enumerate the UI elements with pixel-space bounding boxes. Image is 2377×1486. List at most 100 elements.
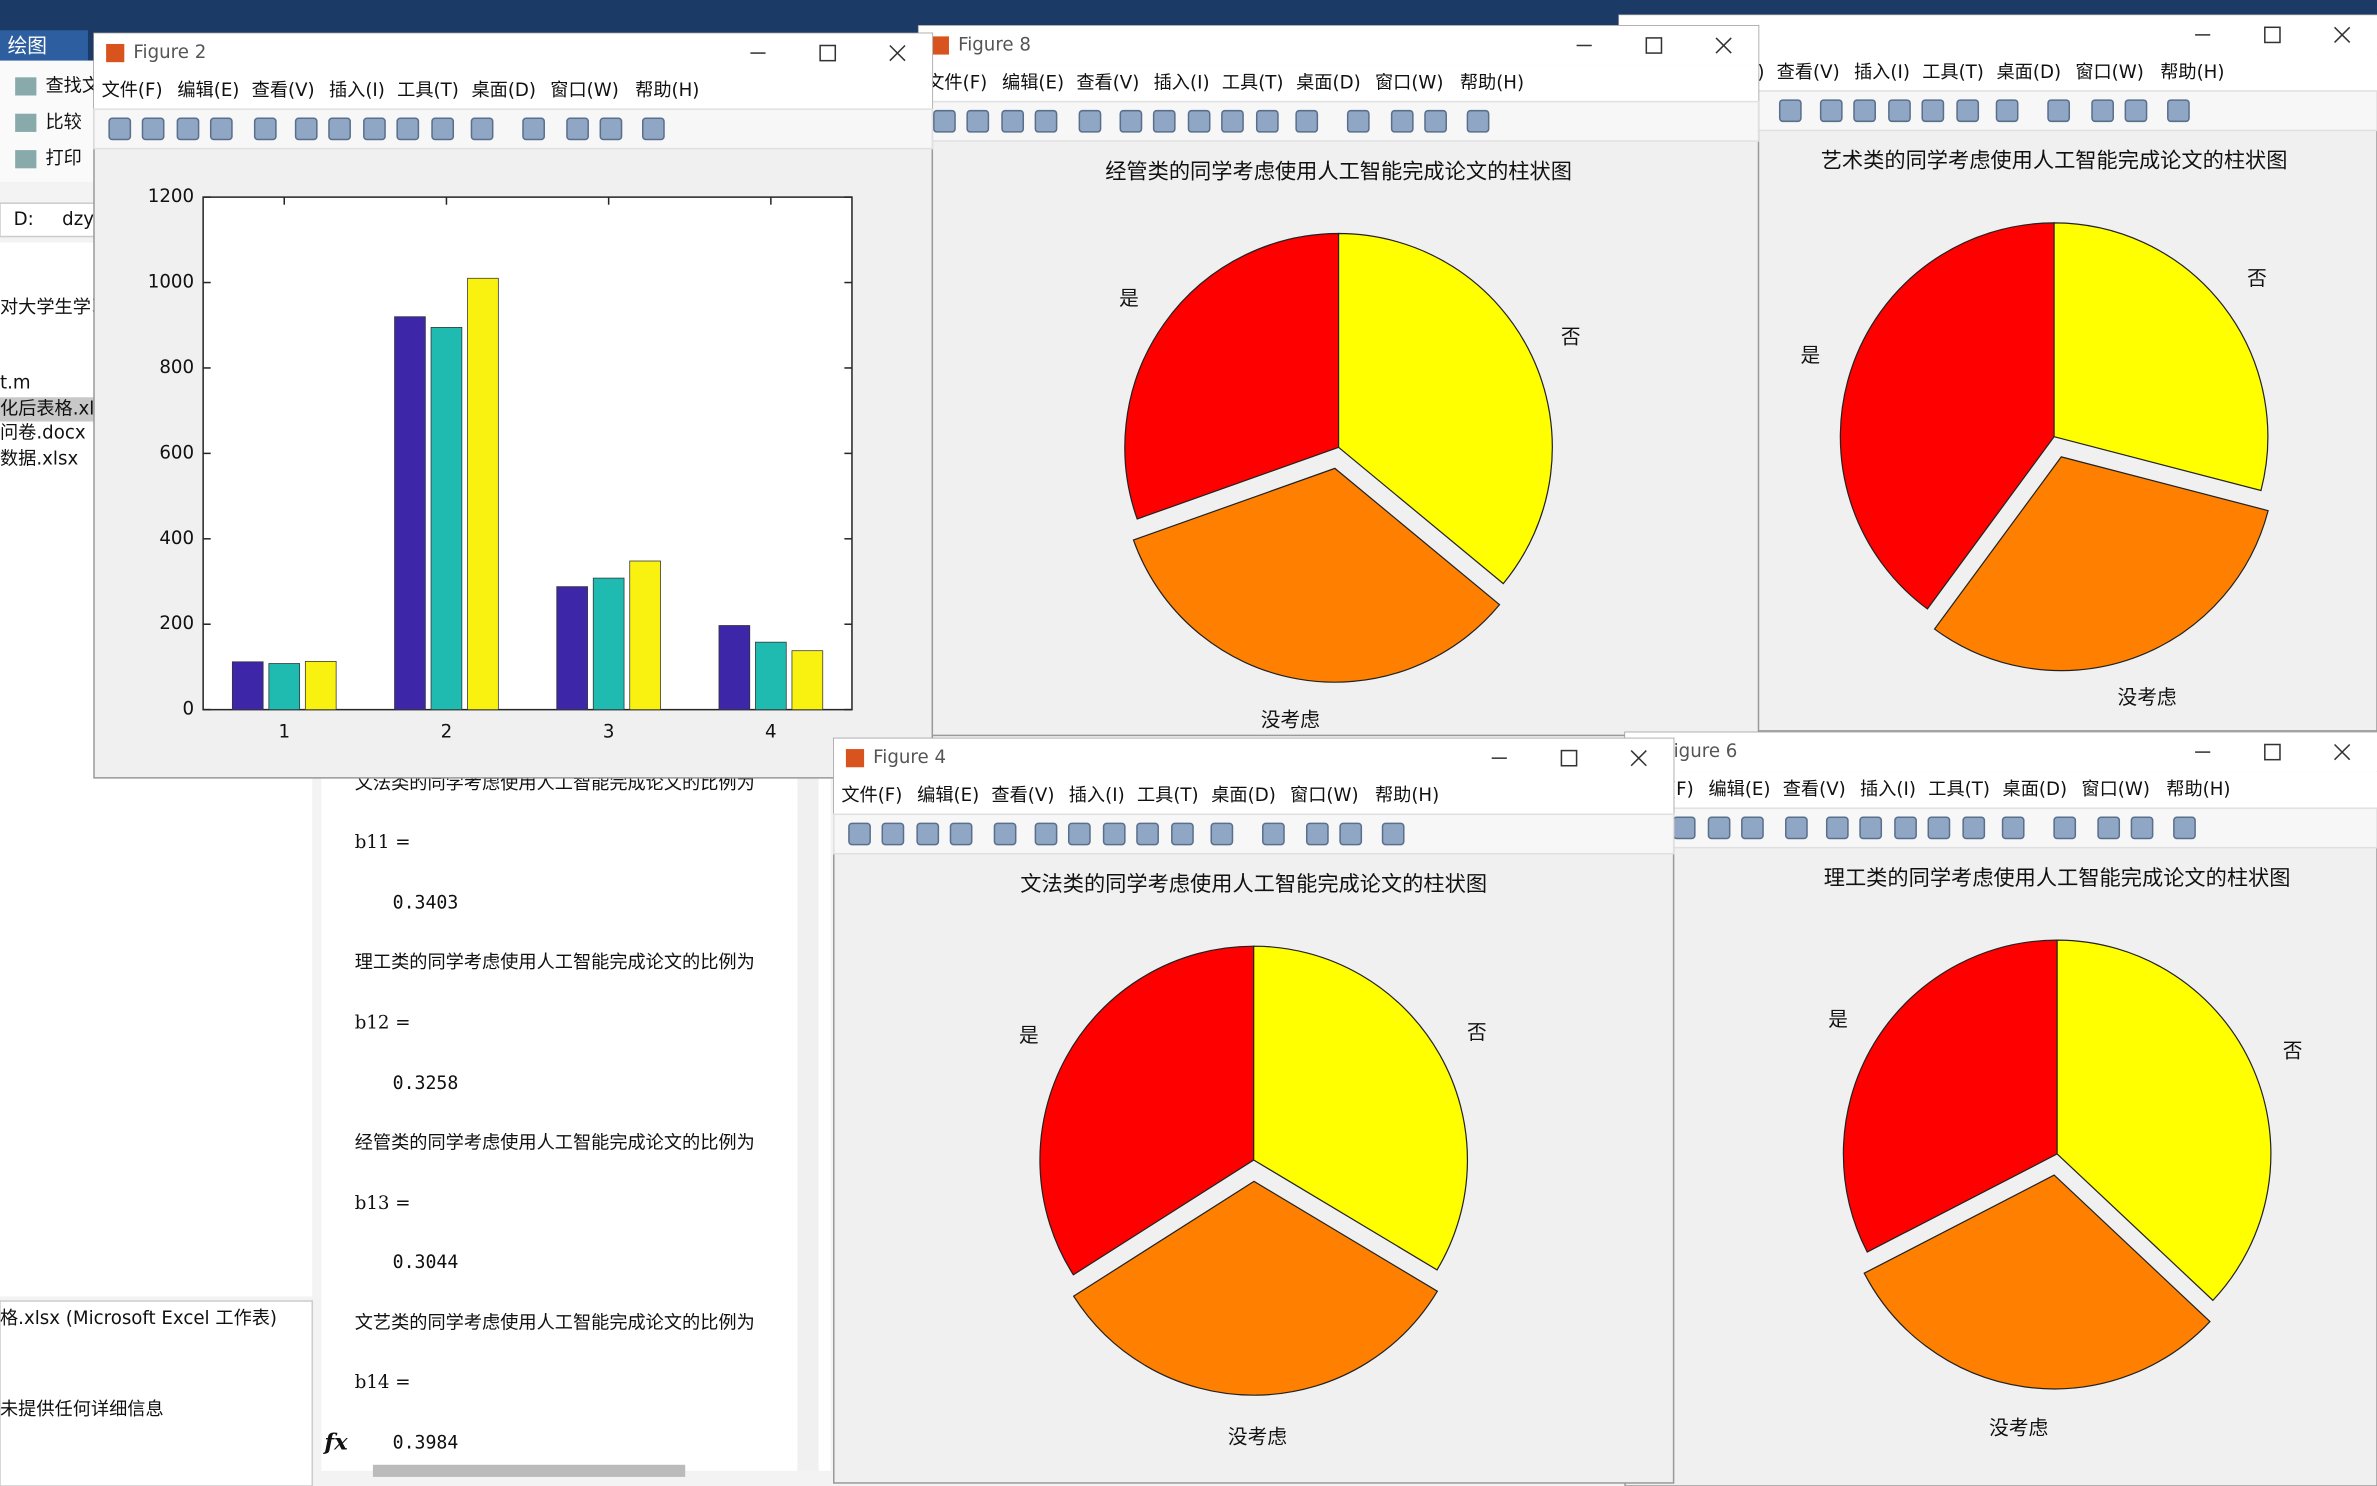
menu-item[interactable]: 插入(I) — [1154, 72, 1210, 93]
toolbar-button[interactable] — [1210, 822, 1234, 846]
menu-item[interactable]: 工具(T) — [1922, 62, 1984, 83]
menu-item[interactable]: 查看(V) — [252, 80, 315, 101]
file[interactable]: t.m — [0, 373, 31, 394]
toolbar-button[interactable] — [1262, 822, 1285, 846]
toolbar-button[interactable] — [1785, 816, 1808, 840]
menu-item[interactable]: 帮助(H) — [1375, 785, 1439, 806]
toolbar-button[interactable] — [1346, 109, 1370, 133]
menu-item[interactable]: 帮助(H) — [2166, 779, 2230, 800]
toolbar-button[interactable] — [1339, 822, 1363, 846]
toolbar-button[interactable] — [108, 117, 132, 141]
menu-item[interactable]: 窗口(W) — [2075, 62, 2144, 83]
toolbar-button[interactable] — [1853, 99, 1876, 123]
toolbar-button[interactable] — [993, 822, 1017, 846]
maximize-button[interactable] — [1645, 37, 1663, 54]
menu-item[interactable]: 编辑(E) — [1708, 779, 1770, 800]
menu-item[interactable]: 编辑(E) — [917, 785, 979, 806]
menu-item[interactable]: 桌面(D) — [1996, 62, 2061, 83]
toolbar-button[interactable] — [2053, 816, 2077, 840]
toolbar-button[interactable] — [363, 117, 386, 141]
toolbar-button[interactable] — [1424, 109, 1447, 133]
menu-item[interactable]: 帮助(H) — [2160, 62, 2224, 83]
file[interactable]: 数据.xlsx — [0, 448, 78, 469]
toolbar-button[interactable] — [1888, 99, 1911, 123]
toolbar-button[interactable] — [1707, 816, 1731, 840]
toolbar-button[interactable] — [2001, 816, 2025, 840]
toolbar-button[interactable] — [1295, 109, 1319, 133]
toolbar-button[interactable] — [1859, 816, 1883, 840]
toolbar-button[interactable] — [522, 117, 545, 141]
toolbar-button[interactable] — [1819, 99, 1843, 123]
menu-item[interactable]: 窗口(W) — [550, 80, 619, 101]
menu-item[interactable]: 文件(F) — [841, 785, 902, 806]
toolbar-button[interactable] — [1778, 99, 1802, 123]
menu-item[interactable]: 桌面(D) — [1211, 785, 1276, 806]
path-part[interactable]: dzy — [62, 209, 94, 230]
toolbar-button[interactable] — [1119, 109, 1143, 133]
toolbar-button[interactable] — [1078, 109, 1102, 133]
toolbar-button[interactable] — [1067, 822, 1091, 846]
menu-item[interactable]: 桌面(D) — [471, 80, 536, 101]
menu-item[interactable]: 工具(T) — [1137, 785, 1199, 806]
toolbar-button[interactable] — [566, 117, 589, 141]
close-button[interactable] — [2334, 743, 2351, 761]
maximize-button[interactable] — [1560, 749, 1578, 767]
close-button[interactable] — [1715, 37, 1732, 54]
menu-item[interactable]: 查看(V) — [1076, 72, 1139, 93]
toolbar-button[interactable] — [1921, 99, 1945, 123]
toolbar-button[interactable] — [881, 822, 905, 846]
toolbar-button[interactable] — [209, 117, 233, 141]
menu-item[interactable]: 工具(T) — [397, 80, 459, 101]
ribbon-button[interactable]: 比较 — [45, 112, 81, 133]
toolbar-button[interactable] — [2047, 99, 2071, 123]
toolbar-button[interactable] — [253, 117, 277, 141]
menu-item[interactable]: 编辑(E) — [1002, 72, 1064, 93]
ribbon-button[interactable]: 打印 — [45, 148, 81, 169]
toolbar-button[interactable] — [294, 117, 318, 141]
menu-item[interactable]: 编辑(E) — [177, 80, 239, 101]
toolbar-button[interactable] — [916, 822, 940, 846]
toolbar-button[interactable] — [1152, 109, 1176, 133]
toolbar-button[interactable] — [1741, 816, 1764, 840]
toolbar-button[interactable] — [1187, 109, 1211, 133]
menu-item[interactable]: 插入(I) — [1854, 62, 1910, 83]
maximize-button[interactable] — [2264, 743, 2281, 761]
toolbar-button[interactable] — [141, 117, 165, 141]
toolbar-button[interactable] — [2167, 99, 2190, 123]
menu-item[interactable]: 文件(F) — [926, 72, 987, 93]
toolbar-button[interactable] — [2124, 99, 2148, 123]
close-button[interactable] — [1630, 750, 1647, 767]
menu-item[interactable]: 查看(V) — [1777, 62, 1840, 83]
scrollbar[interactable] — [797, 758, 819, 1471]
file[interactable]: 化后表格.xls — [0, 398, 104, 419]
toolbar-button[interactable] — [1825, 816, 1849, 840]
menu-item[interactable]: 插入(I) — [329, 80, 385, 101]
menu-item[interactable]: 插入(I) — [1069, 785, 1125, 806]
toolbar-button[interactable] — [642, 117, 665, 141]
toolbar-button[interactable] — [848, 822, 871, 846]
menu-item[interactable]: 窗口(W) — [1375, 72, 1444, 93]
menu-item[interactable]: 插入(I) — [1860, 779, 1916, 800]
toolbar-button[interactable] — [1001, 109, 1025, 133]
maximize-button[interactable] — [2264, 26, 2281, 44]
toolbar-button[interactable] — [470, 117, 494, 141]
command-window[interactable] — [321, 758, 831, 1471]
toolbar-button[interactable] — [1255, 109, 1279, 133]
toolbar-button[interactable] — [1466, 109, 1490, 133]
toolbar-button[interactable] — [396, 117, 420, 141]
toolbar-button[interactable] — [933, 109, 956, 133]
menu-item[interactable]: 工具(T) — [1928, 779, 1990, 800]
tab[interactable] — [0, 30, 88, 61]
toolbar-button[interactable] — [1962, 816, 1986, 840]
menu-item[interactable]: 桌面(D) — [1296, 72, 1361, 93]
toolbar-button[interactable] — [966, 109, 990, 133]
h-scrollbar[interactable] — [372, 1464, 686, 1477]
toolbar-button[interactable] — [1956, 99, 1980, 123]
menu-item[interactable]: 查看(V) — [991, 785, 1054, 806]
toolbar-button[interactable] — [1034, 822, 1058, 846]
menu-item[interactable]: 窗口(W) — [1290, 785, 1359, 806]
tab-label[interactable]: 绘图 — [8, 35, 47, 58]
menu-item[interactable]: 查看(V) — [1783, 779, 1846, 800]
toolbar-button[interactable] — [1102, 822, 1126, 846]
maximize-button[interactable] — [819, 44, 837, 62]
